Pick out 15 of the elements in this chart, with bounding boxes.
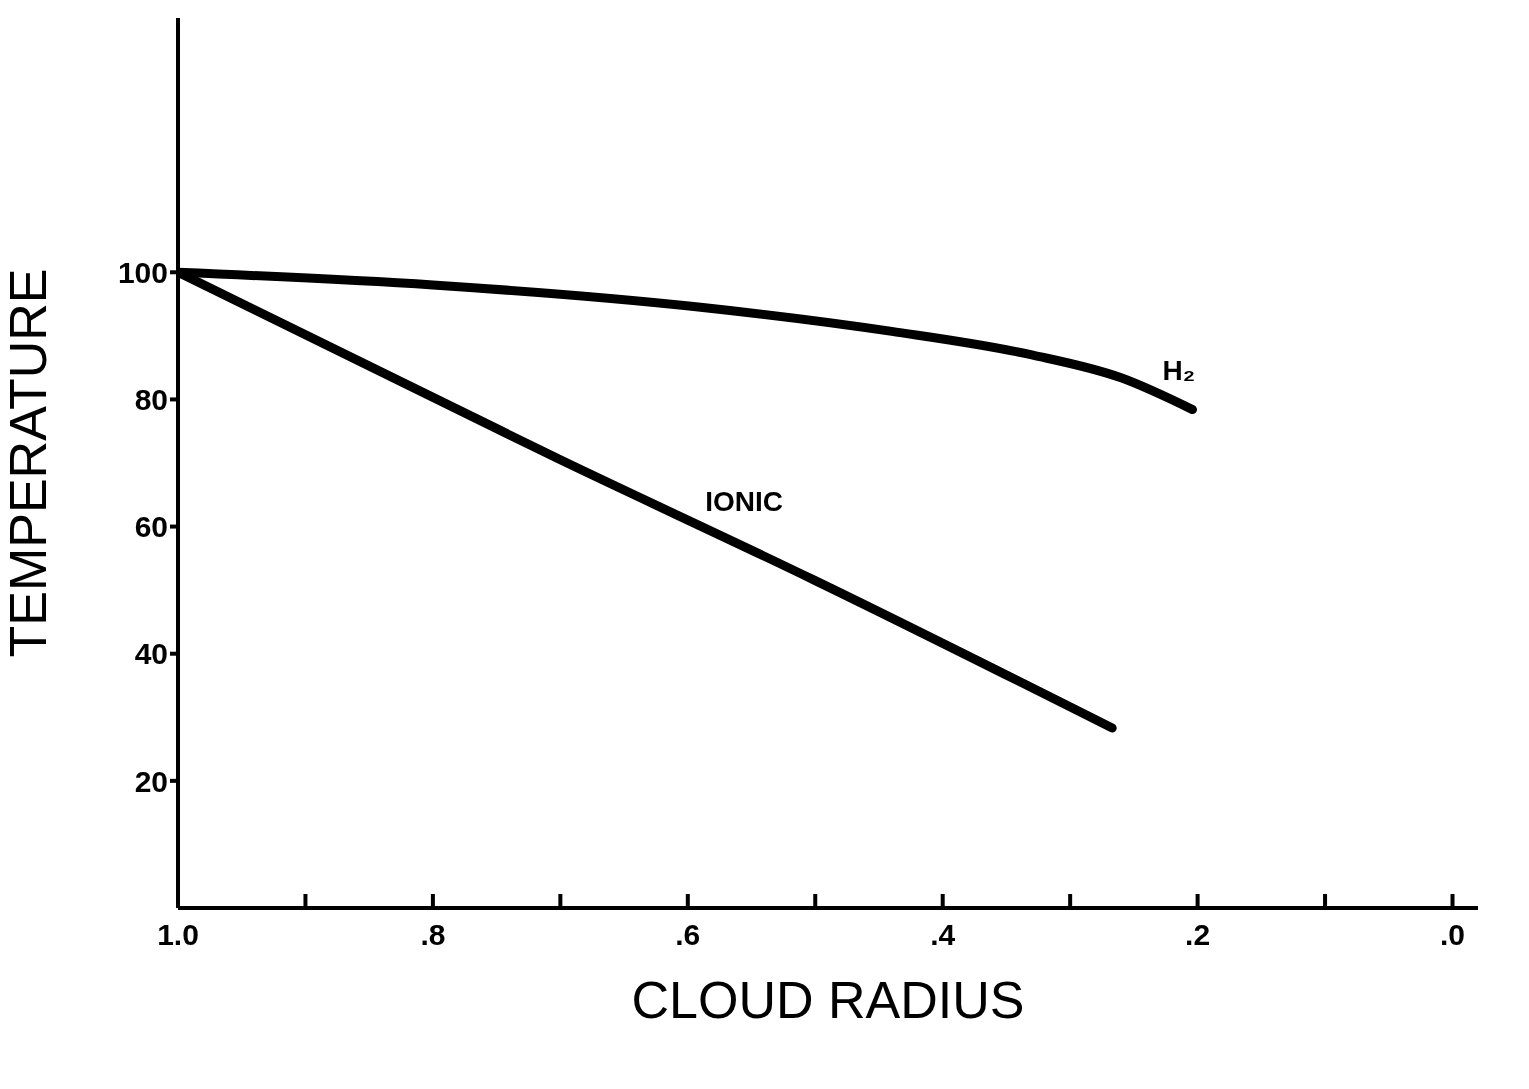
y-tick-label: 20 <box>134 764 168 798</box>
y-tick-label: 40 <box>134 637 168 671</box>
series-label: H₂ <box>1162 354 1196 386</box>
x-tick-label: 1.0 <box>157 918 199 952</box>
y-tick-label: 80 <box>134 383 168 417</box>
x-tick-label: .0 <box>1439 918 1466 952</box>
y-axis-title: TEMPERATURE <box>0 268 58 658</box>
series-label: IONIC <box>705 485 784 517</box>
x-tick-label: .6 <box>675 918 701 952</box>
x-axis-title: CLOUD RADIUS <box>631 971 1025 1029</box>
y-tick-label: 60 <box>134 510 168 544</box>
x-tick-label: .2 <box>1185 918 1211 952</box>
x-tick-label: .8 <box>420 918 446 952</box>
y-tick-label: 100 <box>117 255 168 289</box>
x-tick-label: .4 <box>930 918 956 952</box>
